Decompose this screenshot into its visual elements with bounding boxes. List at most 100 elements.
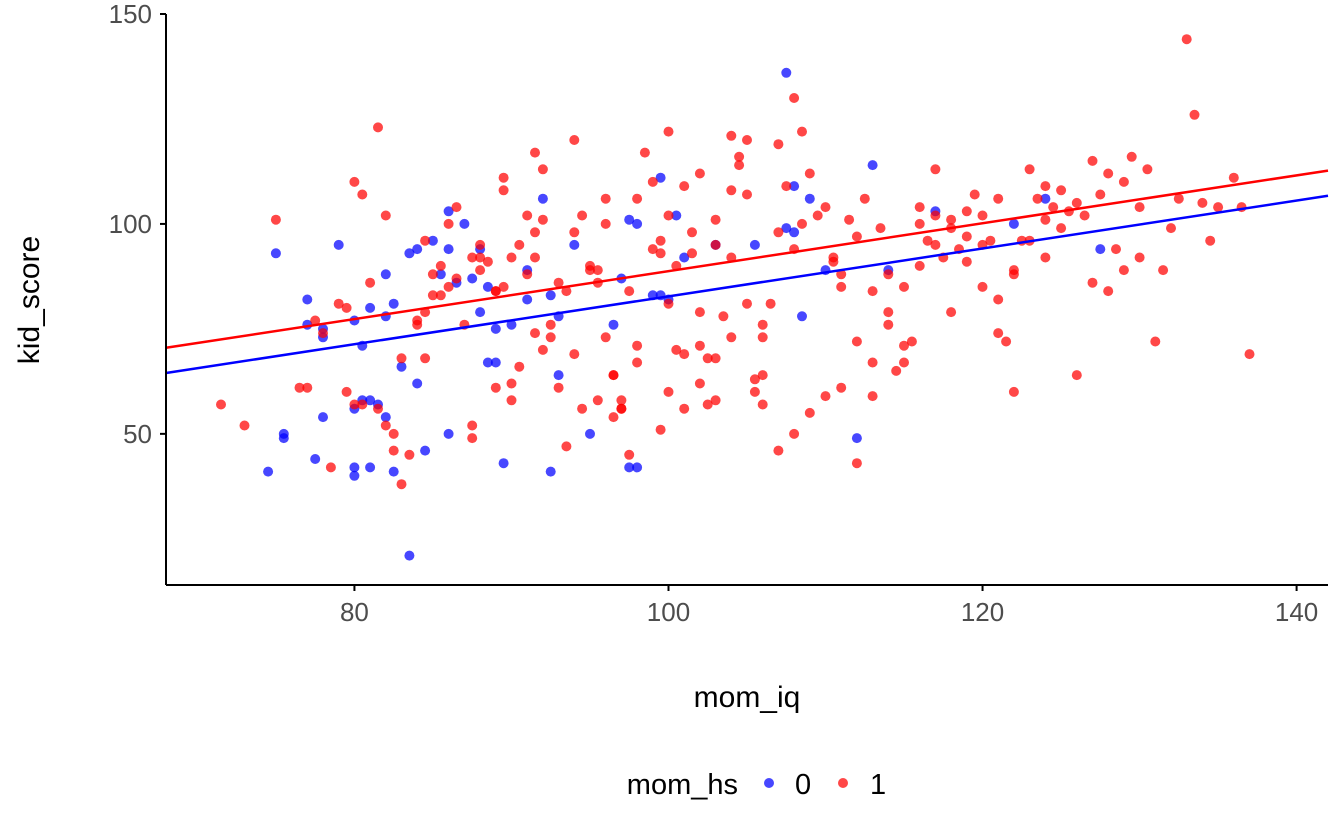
point-hs0-16: [349, 470, 360, 481]
point-hs1-14: [357, 399, 368, 410]
point-hs0-59: [632, 462, 643, 473]
point-hs1-149: [891, 365, 902, 376]
point-hs1-127: [773, 227, 784, 238]
point-hs1-37: [451, 202, 462, 213]
point-hs1-175: [1032, 193, 1043, 204]
point-hs1-111: [710, 239, 721, 250]
point-hs1-79: [600, 332, 611, 343]
point-hs1-45: [482, 256, 493, 267]
point-hs1-193: [1166, 223, 1176, 234]
point-hs1-156: [930, 210, 941, 221]
point-hs0-44: [506, 319, 517, 330]
point-hs1-208: [608, 412, 619, 423]
point-hs0-19: [388, 466, 399, 477]
point-hs1-179: [1056, 185, 1067, 196]
point-hs1-212: [694, 378, 705, 389]
point-hs1-237: [1087, 277, 1098, 288]
point-hs1-211: [679, 403, 690, 414]
point-hs1-56: [522, 269, 533, 280]
point-hs1-218: [789, 428, 800, 439]
point-hs1-62: [537, 214, 548, 225]
point-hs1-238: [1103, 286, 1114, 297]
point-hs0-15: [349, 462, 360, 473]
point-hs1-107: [702, 399, 713, 410]
point-hs1-177: [1040, 181, 1051, 192]
point-hs0-53: [585, 428, 595, 439]
point-hs1-147: [883, 269, 894, 280]
point-hs1-139: [836, 281, 847, 292]
point-hs1-157: [930, 164, 941, 175]
point-hs1-223: [867, 357, 878, 368]
point-hs1-205: [561, 441, 572, 452]
point-hs1-202: [1244, 349, 1255, 360]
point-hs1-101: [679, 181, 690, 192]
point-hs0-41: [482, 357, 493, 368]
point-hs1-61: [537, 164, 548, 175]
point-hs1-144: [867, 286, 878, 297]
point-hs1-12: [349, 399, 360, 410]
x-tick-label-120: 120: [961, 597, 1004, 627]
point-hs1-116: [734, 160, 745, 171]
point-hs1-11: [349, 176, 360, 187]
point-hs1-152: [906, 336, 917, 347]
point-hs1-189: [1134, 202, 1145, 213]
point-hs1-49: [498, 172, 509, 183]
point-hs0-46: [522, 294, 533, 305]
point-hs1-194: [1173, 193, 1184, 204]
point-hs1-20: [388, 445, 399, 456]
point-hs1-141: [851, 231, 862, 242]
point-hs1-172: [1008, 386, 1019, 397]
point-hs1-109: [710, 395, 721, 406]
point-hs1-176: [1040, 252, 1051, 263]
point-hs1-24: [404, 449, 415, 460]
point-hs1-154: [914, 218, 925, 229]
y-tick-label-100: 100: [109, 209, 152, 239]
point-hs1-148: [883, 319, 894, 330]
point-hs1-216: [757, 319, 768, 330]
point-hs0-39: [490, 357, 501, 368]
point-hs1-58: [530, 147, 540, 158]
point-hs1-104: [694, 168, 705, 179]
point-hs1-163: [961, 231, 972, 242]
point-hs0-56: [624, 214, 635, 225]
point-hs1-229: [961, 256, 972, 267]
point-hs0-81: [1095, 244, 1106, 255]
point-hs0-37: [475, 307, 486, 318]
point-hs1-134: [812, 210, 823, 221]
point-hs0-64: [671, 210, 682, 221]
point-hs1-51: [498, 281, 509, 292]
point-hs1-93: [655, 235, 666, 246]
point-hs1-234: [1040, 214, 1051, 225]
point-hs1-97: [663, 298, 674, 309]
point-hs1-117: [734, 151, 745, 162]
point-hs1-220: [820, 391, 831, 402]
point-hs0-27: [443, 244, 454, 255]
point-hs1-100: [679, 349, 690, 360]
point-hs1-204: [530, 328, 540, 339]
point-hs1-115: [726, 185, 737, 196]
point-hs1-159: [946, 214, 957, 225]
point-hs1-132: [797, 126, 807, 137]
legend-key-0: [764, 778, 774, 788]
point-hs0-18: [380, 412, 391, 423]
point-hs1-87: [632, 357, 643, 368]
point-hs1-186: [1111, 244, 1121, 255]
point-hs1-190: [1142, 164, 1153, 175]
point-hs1-200: [1228, 172, 1239, 183]
point-hs1-119: [742, 135, 752, 145]
point-hs0-36: [482, 281, 493, 292]
legend-label-0: 0: [795, 769, 811, 801]
point-hs1-16: [373, 403, 383, 414]
point-hs0-33: [443, 428, 454, 439]
point-hs0-20: [396, 361, 407, 372]
point-hs0-76: [867, 160, 878, 171]
point-hs0-13: [365, 395, 376, 406]
point-hs1-71: [569, 227, 580, 238]
point-hs1-162: [961, 206, 972, 217]
point-hs1-75: [592, 265, 603, 276]
x-axis-title: mom_iq: [694, 681, 801, 714]
point-hs1-102: [687, 227, 697, 238]
point-hs1-145: [867, 391, 878, 402]
regression-line-hs0: [165, 194, 1329, 375]
